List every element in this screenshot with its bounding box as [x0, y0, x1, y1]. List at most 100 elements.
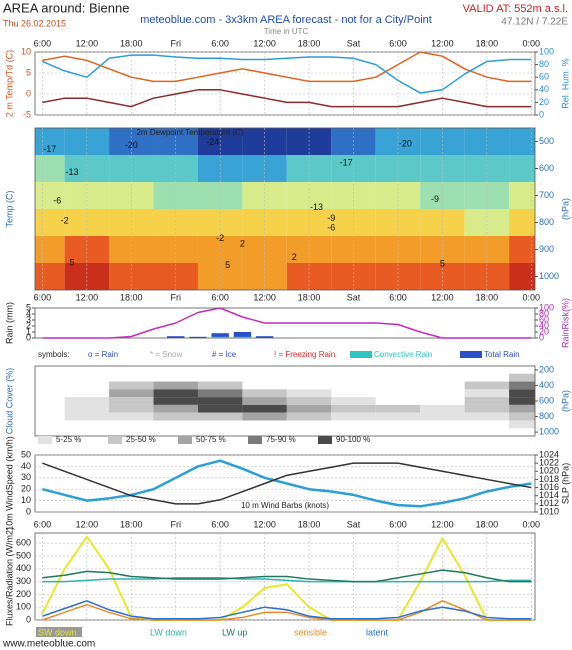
- x-tick-label: 18:00: [120, 292, 143, 302]
- heat-cell: [197, 389, 243, 398]
- heat-cell: [509, 236, 535, 263]
- heat-cell: [198, 420, 242, 428]
- x-tick-label: 12:00: [76, 519, 99, 529]
- series-line: [42, 600, 532, 620]
- contour-label: -17: [340, 157, 353, 167]
- y-tick-label: 20: [21, 484, 31, 494]
- y2-tick-label: 60: [539, 314, 549, 324]
- series-line: [42, 577, 532, 583]
- legend-label: 50-75 %: [196, 435, 226, 444]
- y2-tick-label: 400: [539, 380, 554, 390]
- heat-cell: [197, 397, 243, 405]
- x-tick-label: 12:00: [253, 292, 276, 302]
- series-line: [42, 51, 532, 83]
- source: meteoblue.com - 3x3km AREA forecast - no…: [140, 14, 432, 26]
- annotation: 10 m Wind Barbs (knots): [241, 501, 329, 510]
- x-tick-label: Fri: [170, 38, 181, 48]
- contour-label: 2: [240, 238, 245, 248]
- y2-tick-label: 100: [539, 46, 554, 56]
- heat-cell: [35, 397, 65, 405]
- contour-label: -6: [53, 195, 61, 205]
- symbol-label: * = Snow: [150, 350, 182, 359]
- heat-cell: [197, 404, 243, 413]
- x-tick-label: 18:00: [298, 38, 321, 48]
- bar: [189, 336, 207, 338]
- heat-cell: [109, 397, 154, 405]
- y-tick-label: 0: [26, 614, 31, 624]
- y-tick-label: 10: [21, 495, 31, 505]
- plot-frame: [34, 307, 536, 339]
- heat-cell: [509, 263, 535, 290]
- heat-cell: [35, 405, 65, 413]
- heat-cell: [465, 374, 509, 382]
- heat-cell: [287, 382, 331, 390]
- heat-cell: [509, 420, 535, 429]
- heat-cell: [331, 397, 376, 405]
- y-tick-label: 50: [21, 449, 31, 459]
- heat-cell: [375, 412, 421, 421]
- legend-label: 5-25 %: [56, 435, 81, 444]
- heat-cell: [242, 412, 287, 421]
- legend-label: sensible: [294, 627, 327, 637]
- heat-cell: [286, 404, 332, 413]
- x-tick-label: 6:00: [34, 292, 52, 302]
- heat-cell: [65, 374, 109, 382]
- y2-axis-label: Rel. Hum. %: [560, 58, 570, 109]
- heat-cell: [464, 397, 510, 405]
- y2-tick-label: 900: [539, 244, 554, 254]
- x-tick-label: Sat: [347, 519, 361, 529]
- legend-swatch: [350, 351, 372, 358]
- heat-cell: [65, 420, 109, 428]
- heat-cell: [35, 209, 65, 236]
- y2-axis-label: (hPa): [560, 198, 570, 220]
- y-tick-label: 600: [16, 538, 31, 548]
- y2-tick-label: 1020: [539, 466, 559, 476]
- heat-cell: [242, 382, 286, 390]
- y2-tick-label: 500: [539, 136, 554, 146]
- y2-tick-label: 1022: [539, 458, 559, 468]
- series-line: [42, 600, 532, 621]
- heat-cell: [331, 389, 375, 397]
- heat-cell: [242, 389, 287, 398]
- y2-tick-label: 40: [539, 84, 549, 94]
- y-tick-label: 30: [21, 472, 31, 482]
- legend-label: LW down: [150, 627, 187, 637]
- y-tick-label: 500: [16, 550, 31, 560]
- y2-tick-label: 40: [539, 320, 549, 330]
- y-tick-label: 5: [26, 67, 31, 77]
- valid-at: VALID AT: 552m a.s.l.: [463, 3, 568, 15]
- heat-cell: [197, 381, 243, 390]
- y2-tick-label: 60: [539, 72, 549, 82]
- heat-cell: [376, 420, 420, 428]
- y2-tick-label: 1024: [539, 449, 559, 459]
- contour-label: -24: [206, 137, 219, 147]
- heat-cell: [509, 381, 535, 390]
- heat-cell: [65, 382, 109, 390]
- y2-tick-label: 1010: [539, 506, 559, 516]
- y-tick-label: 0: [26, 506, 31, 516]
- contour-label: -13: [310, 202, 323, 212]
- legend-swatch: [108, 436, 122, 444]
- y2-axis-label: SLP (hPa): [560, 463, 570, 504]
- heat-cell: [464, 381, 510, 390]
- x-tick-label: 12:00: [76, 292, 99, 302]
- heat-cell: [35, 155, 65, 182]
- heat-cell: [509, 412, 535, 421]
- legend-label: LW up: [222, 627, 247, 637]
- heat-cell: [331, 374, 375, 382]
- heat-cell: [331, 404, 376, 413]
- heat-cell: [376, 397, 420, 405]
- heat-cell: [509, 182, 535, 209]
- heat-cell: [376, 374, 420, 382]
- heat-cell: [420, 412, 465, 421]
- time-note: Time in UTC: [264, 27, 309, 36]
- heat-cell: [242, 397, 287, 405]
- symbol-label: symbols:: [38, 350, 70, 359]
- x-tick-label: Fri: [170, 519, 181, 529]
- legend-swatch: [38, 436, 52, 444]
- y-tick-label: 1: [26, 326, 31, 336]
- x-tick-label: 12:00: [253, 38, 276, 48]
- symbol-label: # = Ice: [212, 350, 237, 359]
- heat-cell: [154, 374, 198, 382]
